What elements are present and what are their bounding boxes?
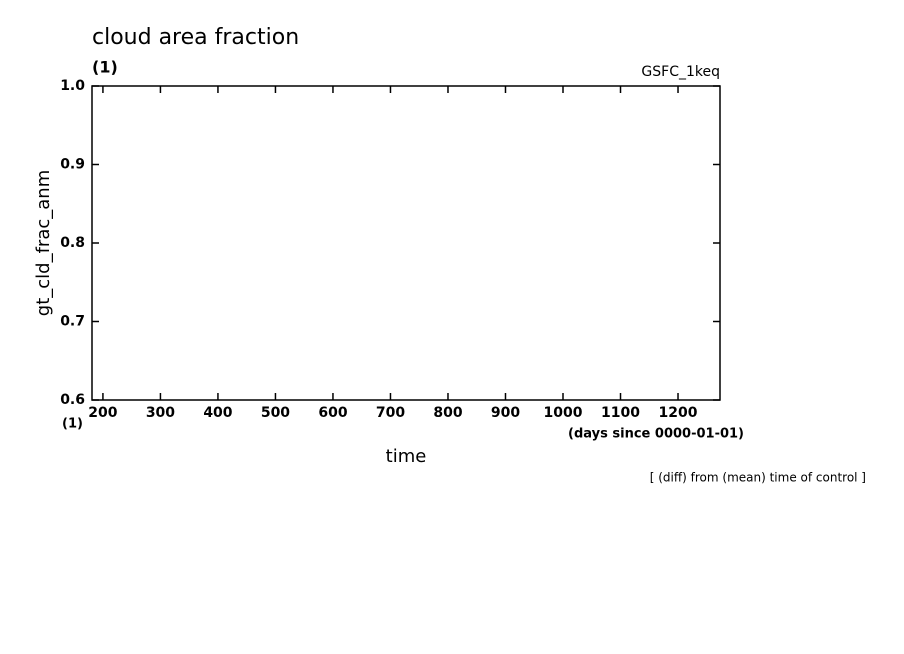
x-tick-label: 800 xyxy=(433,405,462,421)
y-tick-label: 0.8 xyxy=(60,235,85,251)
y-axis-label: gt_cld_frac_anm xyxy=(33,170,54,316)
x-axis-label: time xyxy=(386,446,427,467)
x-tick-label: 500 xyxy=(261,405,290,421)
x-time-units: (days since 0000-01-01) xyxy=(568,427,744,442)
x-tick-label: 700 xyxy=(376,405,405,421)
x-tick-label: 400 xyxy=(203,405,232,421)
x-tick-label: 600 xyxy=(318,405,347,421)
y-tick-label: 1.0 xyxy=(60,78,85,94)
plot-frame xyxy=(91,85,721,401)
x-units: (1) xyxy=(62,417,83,432)
run-label: GSFC_1keq xyxy=(641,64,720,80)
x-tick-label: 1200 xyxy=(659,405,698,421)
x-tick-label: 1000 xyxy=(544,405,583,421)
y-tick-label: 0.9 xyxy=(60,157,85,173)
x-tick-label: 1100 xyxy=(601,405,640,421)
y-tick-label: 0.7 xyxy=(60,314,85,330)
note: [ (diff) from (mean) time of control ] xyxy=(650,471,866,485)
chart-title: cloud area fraction xyxy=(92,25,299,50)
x-tick-label: 200 xyxy=(88,405,117,421)
x-tick-label: 900 xyxy=(491,405,520,421)
y-units: (1) xyxy=(92,58,118,77)
y-tick-label: 0.6 xyxy=(60,392,85,408)
x-tick-label: 300 xyxy=(146,405,175,421)
